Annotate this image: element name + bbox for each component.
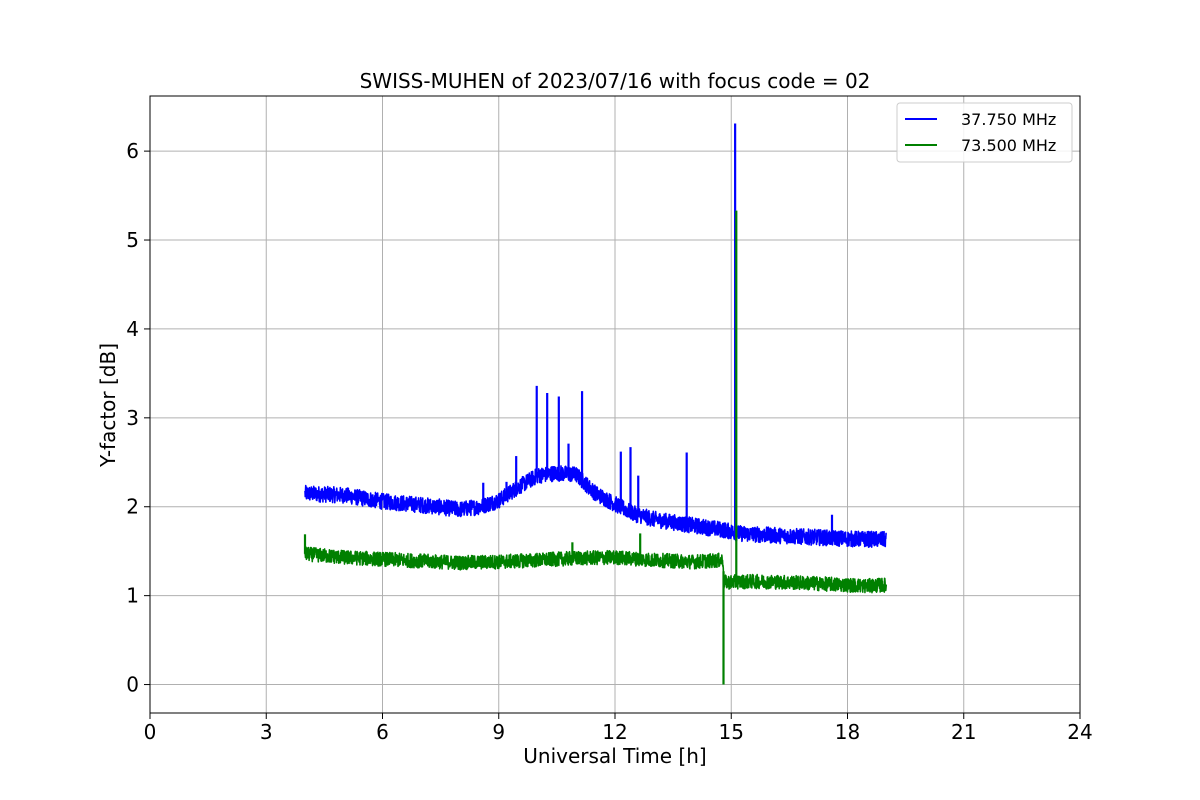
y-tick-label: 4 (126, 317, 139, 341)
x-tick-label: 6 (376, 720, 389, 744)
series-1 (303, 210, 888, 685)
y-tick-label: 6 (126, 139, 139, 163)
x-tick-label: 3 (260, 720, 273, 744)
x-tick-label: 18 (835, 720, 860, 744)
x-tick-label: 21 (951, 720, 976, 744)
series-line (304, 546, 888, 594)
x-tick-label: 24 (1067, 720, 1092, 744)
x-tick-label: 12 (602, 720, 627, 744)
y-tick-label: 2 (126, 495, 139, 519)
legend-label: 37.750 MHz (961, 110, 1056, 129)
series-0 (304, 123, 888, 548)
y-tick-label: 1 (126, 584, 139, 608)
legend-label: 73.500 MHz (961, 136, 1056, 155)
series-layer (303, 123, 888, 685)
x-tick-label: 0 (144, 720, 157, 744)
legend-box (896, 102, 1073, 163)
grid-layer (149, 96, 1081, 713)
x-tick-label: 9 (492, 720, 505, 744)
y-tick-label: 3 (126, 406, 139, 430)
x-axis-label: Universal Time [h] (523, 744, 706, 768)
y-tick-label: 0 (126, 673, 139, 697)
y-axis-label: Y-factor [dB] (96, 343, 120, 468)
series-line (304, 465, 888, 548)
y-tick-label: 5 (126, 228, 139, 252)
legend: 37.750 MHz 73.500 MHz (896, 102, 1073, 163)
x-tick-label: 15 (719, 720, 744, 744)
chart-title: SWISS-MUHEN of 2023/07/16 with focus cod… (360, 69, 871, 93)
